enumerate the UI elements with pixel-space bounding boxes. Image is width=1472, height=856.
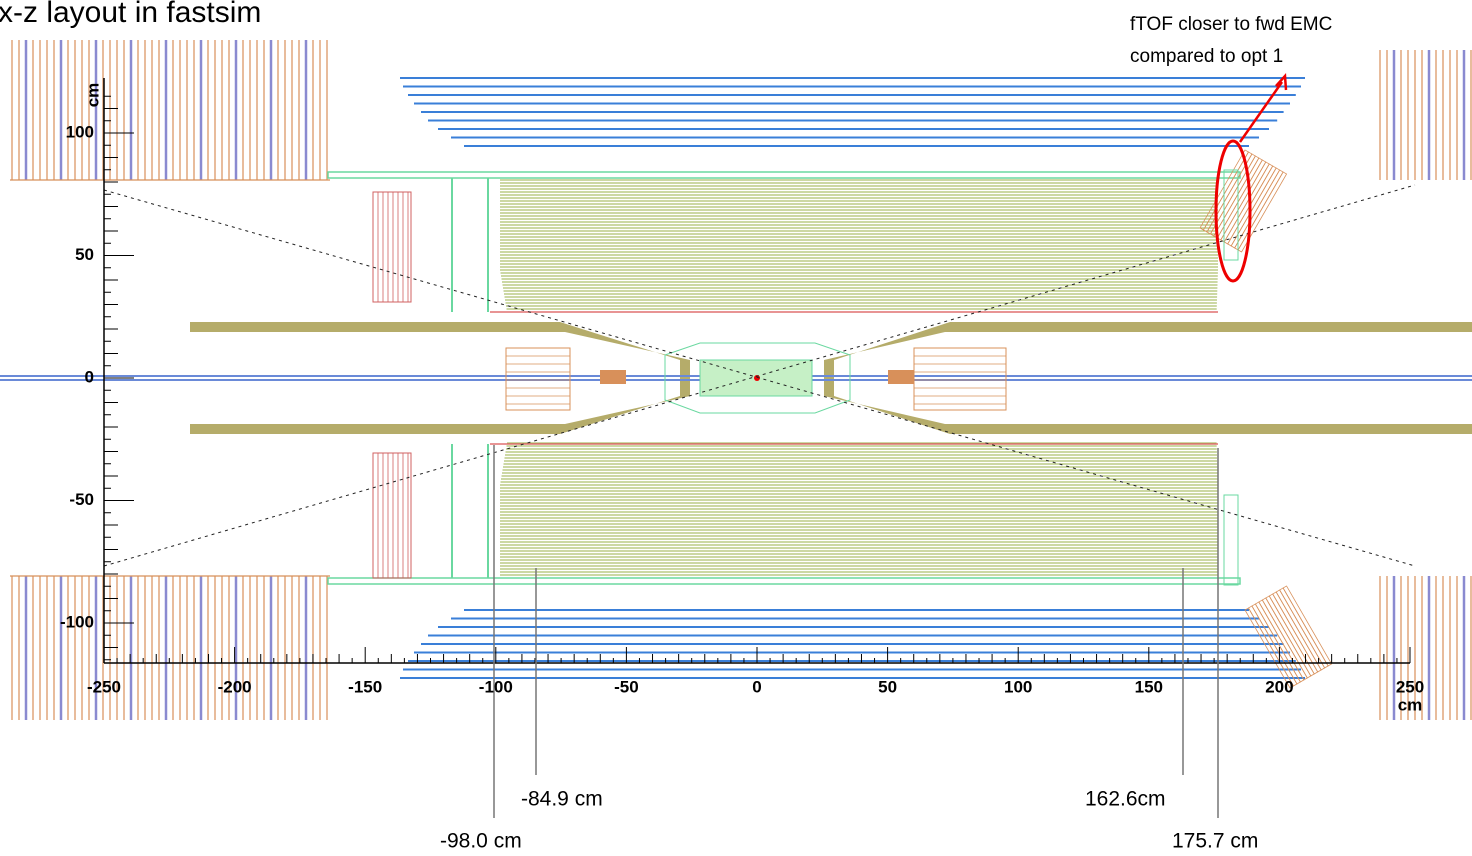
x-tick-label: -200 <box>218 677 252 696</box>
page: x-z layout in fastsim fTOF closer to fwd… <box>0 0 1472 856</box>
dimension-label: 162.6cm <box>1085 788 1166 811</box>
x-tick-label: -100 <box>479 677 513 696</box>
x-axis-unit: cm <box>1398 695 1423 714</box>
x-tick-label: -150 <box>348 677 382 696</box>
dimension-label: -98.0 cm <box>440 830 522 853</box>
x-tick-label: 50 <box>878 677 897 696</box>
y-tick-label: 100 <box>66 122 94 141</box>
x-tick-label: 150 <box>1135 677 1163 696</box>
magnet <box>600 370 626 384</box>
x-tick-label: -50 <box>614 677 639 696</box>
x-tick-label: 200 <box>1265 677 1293 696</box>
y-tick-label: -50 <box>69 490 94 509</box>
x-tick-label: -250 <box>87 677 121 696</box>
dimension-label: -84.9 cm <box>521 788 603 811</box>
y-axis-unit: cm <box>83 83 102 108</box>
layout-diagram: x-z layout in fastsim fTOF closer to fwd… <box>0 0 1472 856</box>
title: x-z layout in fastsim <box>0 0 261 29</box>
y-tick-label: 50 <box>75 245 94 264</box>
y-tick-label: 0 <box>85 367 94 386</box>
magnet <box>888 370 914 384</box>
x-tick-label: 250 <box>1396 677 1424 696</box>
x-tick-label: 0 <box>752 677 761 696</box>
annotation-line: fTOF closer to fwd EMC <box>1130 14 1332 35</box>
y-tick-label: -100 <box>60 612 94 631</box>
dimension-label: 175.7 cm <box>1172 830 1258 853</box>
x-tick-label: 100 <box>1004 677 1032 696</box>
annotation-line: compared to opt 1 <box>1130 46 1283 67</box>
